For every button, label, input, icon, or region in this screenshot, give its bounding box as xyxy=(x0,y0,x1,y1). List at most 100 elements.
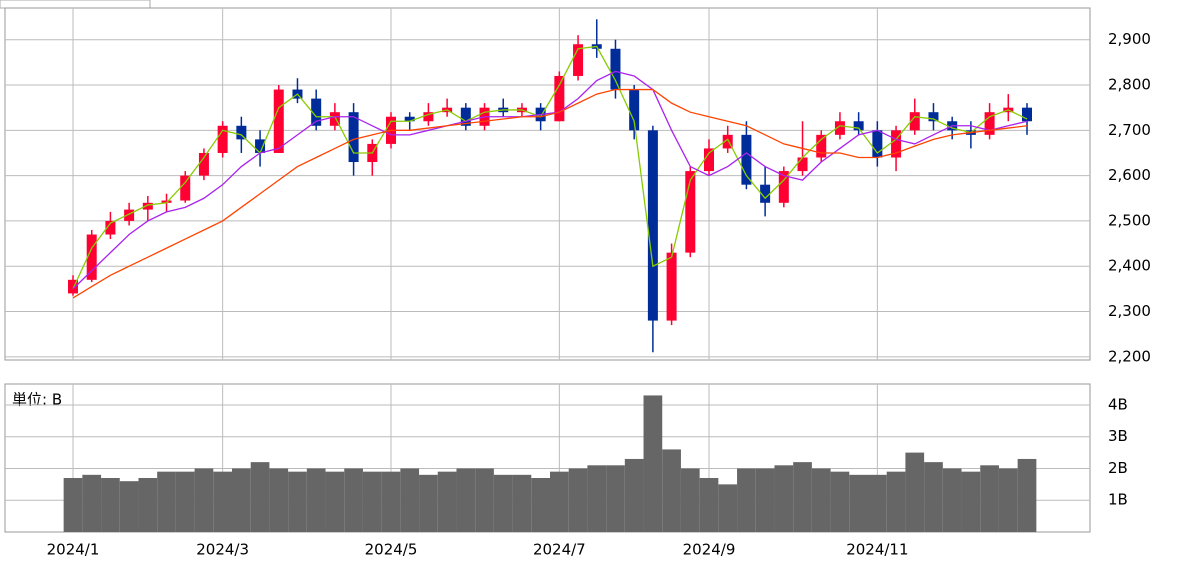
y-tick-label: 2,400 xyxy=(1108,257,1151,275)
bar xyxy=(419,474,438,532)
bar xyxy=(868,474,887,532)
volume-unit: 単位: B xyxy=(12,391,62,409)
bar xyxy=(82,474,102,532)
moving-average xyxy=(72,45,1028,290)
moving-average xyxy=(72,70,1028,290)
candle-body xyxy=(329,112,340,126)
candle-body xyxy=(872,130,883,158)
candle-body xyxy=(834,121,845,135)
bar xyxy=(550,471,569,532)
y-tick-label: 3B xyxy=(1108,427,1128,445)
candle-body xyxy=(984,112,995,135)
candle-body xyxy=(647,130,658,321)
bar xyxy=(1017,458,1037,532)
candle-body xyxy=(311,98,322,126)
bar xyxy=(774,465,794,532)
bar xyxy=(587,465,607,532)
candle-body xyxy=(124,209,135,221)
candle-body xyxy=(610,48,621,90)
bar xyxy=(531,478,550,532)
y-tick-label: 1B xyxy=(1108,491,1128,509)
bar xyxy=(400,468,420,532)
candle-body xyxy=(198,152,209,176)
candle-body xyxy=(722,134,733,149)
bar xyxy=(475,468,494,532)
candle-body xyxy=(853,121,864,131)
price-panel xyxy=(4,7,1091,361)
y-tick-label: 2,300 xyxy=(1108,302,1151,320)
bar xyxy=(624,458,644,532)
candle-body xyxy=(554,75,565,122)
y-tick-label: 2,200 xyxy=(1108,347,1151,365)
y-tick-label: 2,600 xyxy=(1108,166,1151,184)
candle-body xyxy=(142,202,153,210)
y-tick-label: 4B xyxy=(1108,395,1128,413)
candle-body xyxy=(797,157,808,172)
bar xyxy=(269,468,289,532)
candle-body xyxy=(180,175,191,201)
bar xyxy=(793,462,812,532)
y-tick-label: 2,700 xyxy=(1108,121,1151,139)
x-tick-label: 2024/9 xyxy=(683,541,736,559)
bar xyxy=(138,478,158,532)
x-tick-label: 2024/5 xyxy=(365,541,418,559)
candle-body xyxy=(909,112,920,131)
bar xyxy=(119,481,139,532)
bar xyxy=(456,468,476,532)
bar xyxy=(493,474,513,532)
candle-body xyxy=(778,171,789,203)
bar xyxy=(437,471,457,532)
bar xyxy=(830,471,850,532)
x-tick-label: 2024/11 xyxy=(846,541,908,559)
bar xyxy=(381,471,401,532)
bar xyxy=(662,449,681,532)
bar xyxy=(849,474,868,532)
candle-body xyxy=(704,148,714,172)
bar xyxy=(175,471,195,532)
candle-body xyxy=(891,130,902,158)
candle-body xyxy=(741,134,752,185)
bar xyxy=(568,468,588,532)
bar xyxy=(232,468,251,532)
bar xyxy=(961,471,981,532)
x-tick-label: 2024/7 xyxy=(533,541,586,559)
candle-body xyxy=(816,134,827,158)
bar xyxy=(886,471,906,532)
bar xyxy=(924,462,943,532)
y-tick-label: 2B xyxy=(1108,459,1128,477)
moving-average xyxy=(72,88,1028,299)
bar xyxy=(63,478,83,532)
bar xyxy=(250,462,270,532)
x-tick-label: 2024/1 xyxy=(47,541,100,559)
candle-body xyxy=(161,200,172,203)
candle-body xyxy=(1022,107,1032,122)
candle-body xyxy=(68,279,78,294)
candle-body xyxy=(273,89,284,153)
y-tick-label: 2,800 xyxy=(1108,76,1151,94)
bar xyxy=(811,468,831,532)
candle-body xyxy=(573,44,584,76)
candle-body xyxy=(928,112,939,122)
bar xyxy=(325,471,345,532)
candle-body xyxy=(629,89,640,131)
bar xyxy=(680,468,700,532)
candle-body xyxy=(86,234,97,280)
candle-body xyxy=(423,112,434,122)
candle-body xyxy=(217,125,228,153)
bar xyxy=(980,465,999,532)
ui-box xyxy=(0,0,151,9)
bar xyxy=(942,468,962,532)
candle-body xyxy=(666,252,677,321)
bar xyxy=(362,471,382,532)
bar xyxy=(288,471,307,532)
candle-body xyxy=(236,125,247,140)
bar xyxy=(306,468,326,532)
bar xyxy=(718,484,738,532)
bar xyxy=(606,465,625,532)
y-tick-label: 2,900 xyxy=(1108,30,1151,48)
bar xyxy=(643,395,663,532)
y-tick-label: 2,500 xyxy=(1108,211,1151,229)
bar xyxy=(699,478,719,532)
candle-body xyxy=(348,112,359,163)
